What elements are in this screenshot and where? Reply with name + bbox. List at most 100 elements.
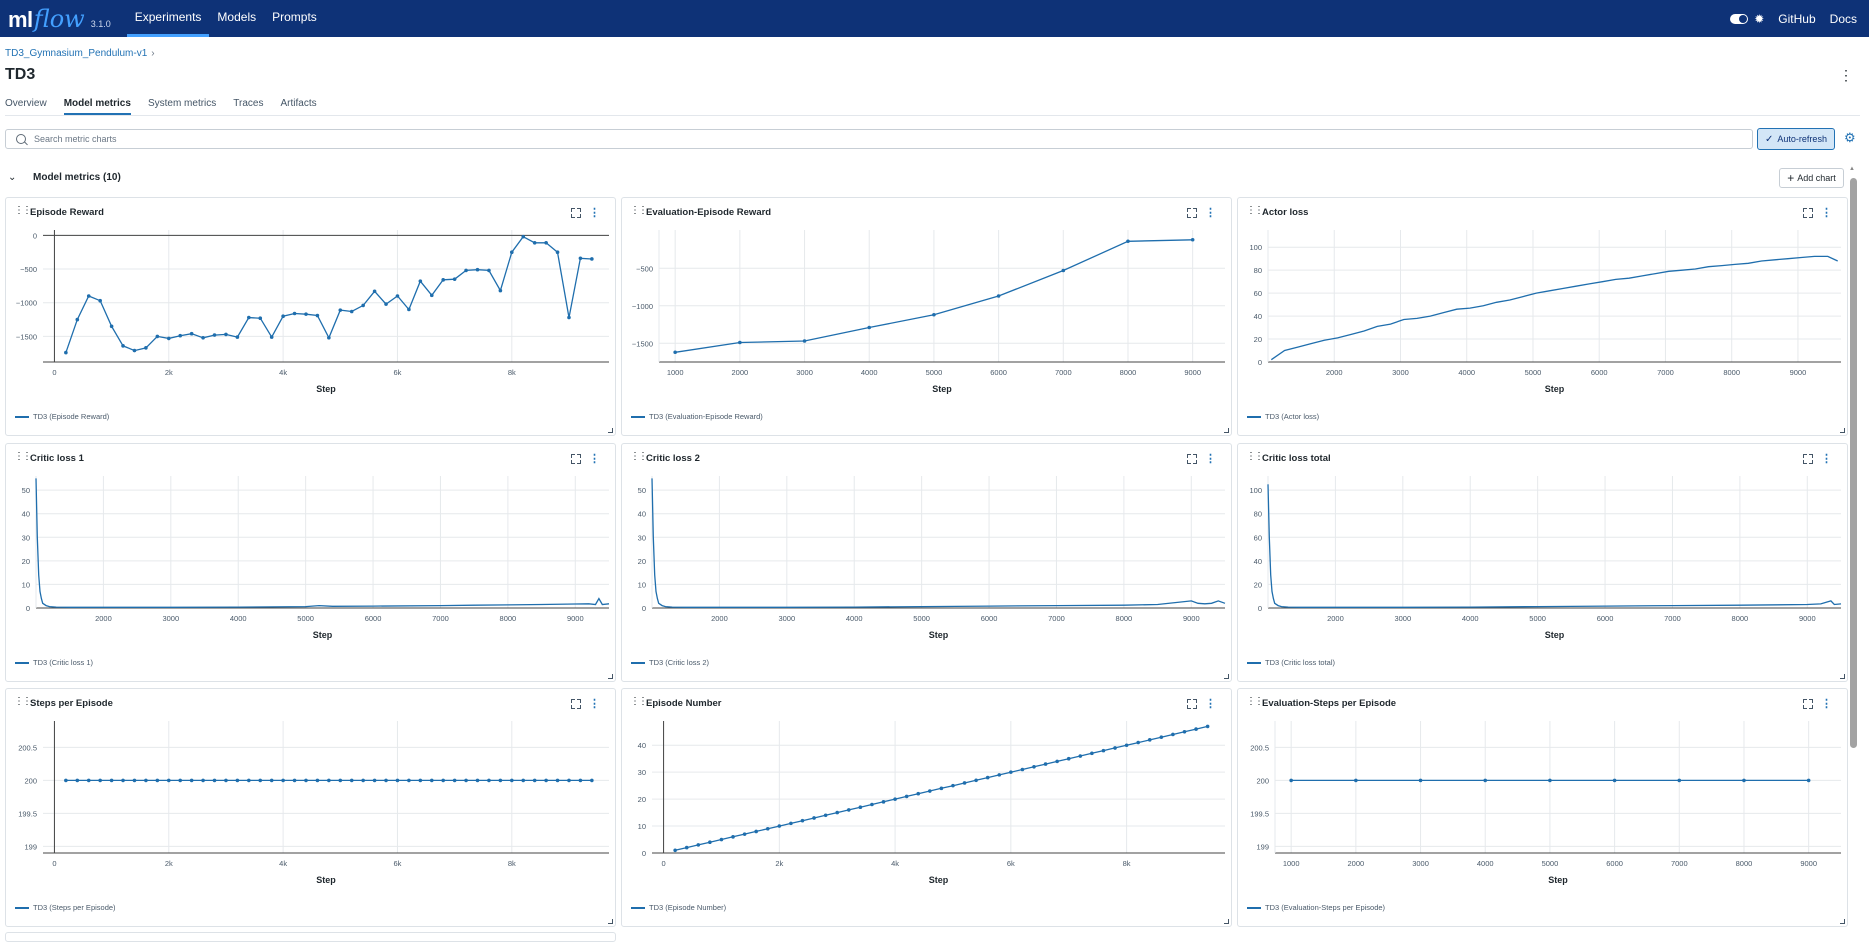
data-point[interactable]	[315, 778, 320, 783]
data-point[interactable]	[247, 778, 251, 783]
data-point[interactable]	[464, 778, 468, 783]
data-point[interactable]	[544, 240, 548, 245]
chart-legend[interactable]: TD3 (Evaluation-Episode Reward)	[631, 412, 763, 421]
data-point[interactable]	[1190, 237, 1195, 242]
data-point[interactable]	[1159, 735, 1164, 739]
data-point[interactable]	[452, 778, 457, 783]
data-point[interactable]	[315, 313, 320, 318]
resize-handle-icon[interactable]	[608, 919, 613, 924]
data-point[interactable]	[235, 778, 240, 783]
data-point[interactable]	[1113, 746, 1117, 750]
chart-more-options-icon[interactable]: ⋮	[1821, 698, 1832, 710]
chart-more-options-icon[interactable]: ⋮	[1821, 207, 1832, 219]
dark-mode-toggle[interactable]	[1730, 13, 1749, 24]
data-point[interactable]	[1124, 743, 1129, 748]
data-point[interactable]	[464, 268, 468, 273]
data-point[interactable]	[928, 789, 932, 793]
scrollbar-thumb[interactable]	[1850, 178, 1857, 748]
data-point[interactable]	[189, 778, 194, 783]
data-point[interactable]	[1677, 778, 1682, 783]
series-line[interactable]	[35, 478, 610, 608]
data-point[interactable]	[64, 778, 68, 783]
tab-artifacts[interactable]: Artifacts	[280, 98, 317, 109]
tab-model-metrics[interactable]: Model metrics	[63, 98, 131, 115]
data-point[interactable]	[555, 250, 560, 255]
data-point[interactable]	[1742, 778, 1746, 783]
data-point[interactable]	[132, 348, 137, 353]
data-point[interactable]	[578, 256, 583, 261]
resize-handle-icon[interactable]	[1840, 919, 1845, 924]
drag-handle-icon[interactable]: ⋮⋮	[1246, 205, 1264, 216]
data-point[interactable]	[1009, 770, 1013, 774]
data-point[interactable]	[567, 315, 571, 320]
fullscreen-icon[interactable]	[1187, 208, 1197, 218]
data-point[interactable]	[235, 335, 240, 339]
data-point[interactable]	[1066, 756, 1071, 761]
drag-handle-icon[interactable]: ⋮⋮	[1246, 451, 1264, 462]
data-point[interactable]	[86, 294, 91, 298]
nav-prompts[interactable]: Prompts	[272, 10, 317, 24]
tab-system-metrics[interactable]: System metrics	[147, 98, 217, 109]
data-point[interactable]	[452, 277, 457, 281]
data-point[interactable]	[178, 778, 183, 783]
data-point[interactable]	[304, 312, 308, 316]
data-point[interactable]	[521, 234, 526, 239]
data-point[interactable]	[904, 794, 909, 799]
data-point[interactable]	[510, 778, 514, 783]
gear-icon[interactable]: ⚙	[1844, 130, 1856, 145]
data-point[interactable]	[418, 778, 423, 783]
data-point[interactable]	[429, 293, 434, 298]
series-line[interactable]	[1270, 255, 1838, 361]
add-chart-button[interactable]: + Add chart	[1779, 168, 1844, 188]
data-point[interactable]	[673, 848, 677, 853]
data-point[interactable]	[384, 302, 388, 306]
chart-more-options-icon[interactable]: ⋮	[1205, 207, 1216, 219]
github-link[interactable]: GitHub	[1778, 11, 1816, 26]
nav-experiments[interactable]: Experiments	[126, 0, 210, 37]
data-point[interactable]	[155, 778, 160, 783]
run-more-options-icon[interactable]: ⋮	[1839, 67, 1853, 83]
data-point[interactable]	[1147, 738, 1152, 742]
resize-handle-icon[interactable]	[1224, 919, 1229, 924]
data-point[interactable]	[349, 309, 354, 314]
data-point[interactable]	[590, 778, 594, 783]
data-point[interactable]	[881, 800, 886, 804]
data-point[interactable]	[224, 332, 228, 337]
data-point[interactable]	[475, 778, 480, 783]
data-point[interactable]	[98, 298, 102, 303]
data-point[interactable]	[258, 778, 263, 783]
data-point[interactable]	[109, 778, 114, 783]
data-point[interactable]	[1090, 751, 1094, 756]
data-point[interactable]	[144, 778, 148, 783]
scroll-up-arrow-icon[interactable]: ▲	[1849, 166, 1855, 172]
resize-handle-icon[interactable]	[608, 674, 613, 679]
data-point[interactable]	[269, 335, 274, 339]
drag-handle-icon[interactable]: ⋮⋮	[14, 205, 32, 216]
auto-refresh-button[interactable]: ✓ Auto-refresh	[1757, 128, 1835, 150]
data-point[interactable]	[349, 778, 354, 783]
series-line[interactable]	[1267, 484, 1842, 608]
data-point[interactable]	[327, 778, 331, 783]
chart-plot[interactable]: 0 2k 4k 6k 8k 0 −500 −1000 −1500 Step	[6, 222, 617, 402]
chart-plot[interactable]: 2000 3000 4000 5000 6000 7000 8000 9000 0 10 20 30 4…	[6, 468, 617, 648]
data-point[interactable]	[567, 778, 571, 783]
data-point[interactable]	[1055, 759, 1059, 764]
resize-handle-icon[interactable]	[608, 428, 613, 433]
data-point[interactable]	[441, 778, 446, 783]
data-point[interactable]	[939, 786, 944, 791]
data-point[interactable]	[1354, 778, 1358, 783]
data-point[interactable]	[708, 840, 712, 845]
fullscreen-icon[interactable]	[571, 454, 581, 464]
data-point[interactable]	[1136, 740, 1140, 745]
data-point[interactable]	[1126, 239, 1130, 244]
tab-overview[interactable]: Overview	[5, 98, 47, 109]
data-point[interactable]	[498, 778, 503, 783]
data-point[interactable]	[742, 832, 747, 836]
data-point[interactable]	[673, 350, 677, 355]
fullscreen-icon[interactable]	[1187, 699, 1197, 709]
drag-handle-icon[interactable]: ⋮⋮	[630, 451, 648, 462]
data-point[interactable]	[867, 325, 872, 330]
data-point[interactable]	[201, 778, 205, 783]
data-point[interactable]	[121, 778, 125, 783]
data-point[interactable]	[1806, 778, 1811, 783]
